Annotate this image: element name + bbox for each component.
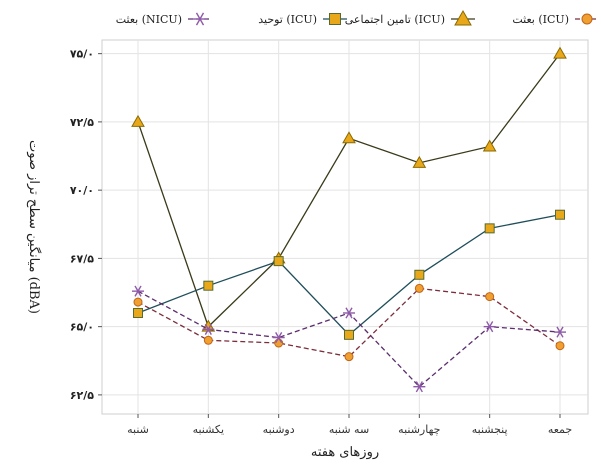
data-point — [484, 223, 495, 234]
x-tick-label: یکشنبه — [193, 423, 225, 436]
legend-marker — [581, 13, 593, 25]
data-point — [344, 329, 354, 340]
series-triangle — [131, 46, 567, 332]
data-point — [555, 341, 565, 351]
series-star — [132, 285, 566, 393]
data-point — [343, 307, 355, 319]
x-tick-label: دوشنبه — [263, 423, 295, 436]
x-tick-label: پنجشنبه — [472, 423, 508, 436]
data-point — [483, 321, 496, 333]
data-point — [342, 131, 356, 144]
y-tick-label: ۷۲/۵ — [70, 116, 94, 129]
data-point — [555, 209, 565, 220]
star-stroke — [204, 323, 212, 335]
data-point — [413, 381, 426, 393]
y-tick-label: ۷۵/۰ — [70, 48, 94, 61]
data-point — [344, 352, 354, 362]
data-point — [133, 297, 143, 307]
legend-label: بعثت (ICU) — [512, 13, 569, 26]
x-tick-label: سه شنبه — [329, 423, 369, 436]
data-point — [414, 283, 424, 293]
legend-marker — [193, 12, 207, 26]
x-tick-label: جمعه — [548, 423, 572, 436]
star-stroke — [345, 307, 353, 319]
star-stroke — [275, 331, 283, 344]
star-stroke — [195, 12, 205, 26]
legend-item: بعثت (ICU) — [512, 13, 599, 26]
legend-item: بعثت (NICU) — [116, 12, 212, 26]
star-stroke — [486, 321, 494, 333]
grid — [101, 39, 589, 415]
data-point — [133, 307, 143, 318]
star-stroke — [415, 381, 423, 393]
plot-panel — [101, 39, 589, 415]
data-point — [131, 114, 145, 127]
legend-label: تامین اجتماعی (ICU) — [345, 13, 445, 26]
data-point — [412, 155, 427, 168]
data-point — [273, 256, 284, 267]
x-tick-label: چهارشنبه — [398, 423, 440, 436]
data-point — [554, 326, 566, 338]
data-point — [201, 319, 216, 332]
x-tick-label: شنبه — [127, 423, 149, 436]
axes: شنبه یکشنبه دوشنبه سه شنبه چهارشنبه پنجشنبه جم… — [70, 48, 572, 436]
y-tick-label: ۶۵/۰ — [70, 321, 94, 334]
data-point — [414, 269, 425, 280]
legend-item: تامین اجتماعی (ICU) — [345, 9, 475, 26]
legend-label: بعثت (NICU) — [116, 13, 182, 26]
data-point — [203, 280, 214, 291]
legend: بعثت (ICU) تامین اجتماعی (ICU) توحید (ICU)… — [116, 9, 599, 26]
series-circle — [133, 283, 565, 362]
data-point — [132, 285, 144, 297]
y-tick-label: ۶۲/۵ — [70, 389, 94, 402]
y-tick-label: ۷۰/۰ — [70, 184, 94, 197]
legend-label: توحید (ICU) — [258, 13, 317, 26]
y-tick-label: ۶۷/۵ — [70, 252, 94, 265]
data-point — [272, 331, 285, 344]
data-point — [482, 139, 497, 152]
data-point — [553, 46, 567, 59]
series-square — [133, 209, 565, 340]
data-point — [203, 335, 213, 345]
x-axis-title: روزهای هفته — [311, 445, 379, 460]
legend-marker — [454, 9, 472, 26]
data-point — [202, 323, 215, 335]
series-layer — [131, 46, 567, 393]
data-point — [274, 338, 284, 348]
y-axis-title: میانگین سطح تراز صوت (dBA) — [26, 140, 42, 314]
legend-item: توحید (ICU) — [258, 13, 347, 26]
star-stroke — [134, 285, 142, 297]
legend-marker — [329, 13, 341, 25]
data-point — [485, 292, 495, 302]
star-stroke — [556, 326, 564, 338]
